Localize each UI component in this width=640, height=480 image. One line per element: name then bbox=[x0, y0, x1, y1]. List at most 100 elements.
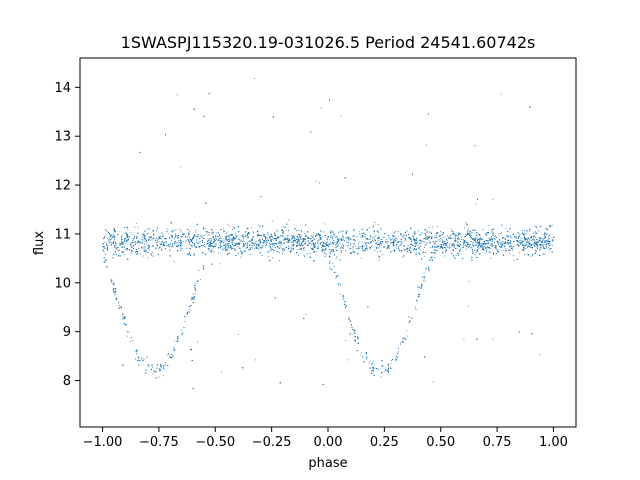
data-point bbox=[192, 293, 194, 295]
data-point bbox=[522, 243, 524, 245]
data-point bbox=[220, 242, 222, 244]
data-point bbox=[378, 259, 380, 261]
data-point bbox=[454, 239, 456, 241]
data-point bbox=[270, 243, 272, 245]
data-point bbox=[456, 234, 458, 236]
data-point bbox=[489, 247, 491, 249]
data-point bbox=[395, 358, 397, 360]
data-point bbox=[202, 244, 204, 246]
data-point bbox=[245, 230, 247, 232]
data-point bbox=[251, 240, 253, 242]
data-point bbox=[226, 223, 228, 225]
data-point bbox=[321, 251, 322, 253]
data-point bbox=[298, 254, 299, 256]
data-point bbox=[534, 225, 536, 227]
data-point bbox=[324, 243, 326, 245]
data-point bbox=[373, 233, 375, 235]
data-point bbox=[438, 245, 440, 247]
data-point bbox=[243, 240, 245, 242]
data-point bbox=[224, 240, 226, 242]
data-point bbox=[413, 249, 414, 251]
data-point bbox=[551, 244, 553, 246]
data-point bbox=[226, 239, 227, 241]
data-point bbox=[228, 253, 230, 255]
data-point bbox=[137, 252, 138, 254]
data-point bbox=[263, 234, 265, 236]
data-point bbox=[378, 236, 380, 238]
data-point bbox=[395, 247, 397, 249]
data-point bbox=[188, 252, 190, 254]
data-point bbox=[377, 240, 379, 241]
data-point bbox=[500, 93, 502, 95]
data-point bbox=[232, 229, 233, 230]
data-point bbox=[476, 241, 478, 243]
data-point bbox=[426, 235, 428, 237]
data-point bbox=[228, 225, 230, 227]
data-point bbox=[114, 245, 116, 247]
data-point bbox=[365, 359, 367, 361]
data-point bbox=[539, 239, 541, 240]
data-point bbox=[195, 229, 197, 231]
data-point bbox=[143, 243, 145, 245]
data-point bbox=[334, 241, 336, 243]
data-point bbox=[508, 249, 510, 251]
data-point bbox=[424, 278, 426, 280]
data-point bbox=[540, 225, 542, 227]
data-point bbox=[511, 249, 513, 251]
data-point bbox=[465, 240, 467, 242]
data-point bbox=[291, 238, 293, 240]
data-point bbox=[418, 286, 420, 288]
data-point bbox=[237, 246, 239, 248]
data-point bbox=[160, 367, 162, 369]
data-point bbox=[411, 251, 412, 253]
data-point bbox=[162, 234, 164, 236]
data-point bbox=[324, 236, 326, 238]
data-point bbox=[237, 333, 239, 335]
data-point bbox=[113, 284, 115, 286]
data-point bbox=[474, 240, 476, 241]
data-point bbox=[337, 240, 338, 242]
data-point bbox=[231, 238, 233, 240]
data-point bbox=[177, 246, 179, 248]
data-point bbox=[167, 244, 169, 246]
data-point bbox=[529, 239, 531, 241]
data-point bbox=[419, 249, 421, 251]
data-point bbox=[320, 243, 322, 245]
data-point bbox=[152, 230, 154, 232]
data-point bbox=[304, 239, 306, 241]
data-point bbox=[475, 203, 477, 205]
data-point bbox=[450, 228, 452, 230]
data-point bbox=[414, 247, 416, 249]
data-point bbox=[484, 245, 486, 247]
data-point bbox=[358, 231, 360, 233]
data-point bbox=[370, 235, 371, 236]
data-point bbox=[178, 241, 180, 243]
data-point bbox=[147, 364, 149, 366]
data-point bbox=[524, 230, 525, 232]
data-point bbox=[262, 247, 264, 249]
data-point bbox=[251, 237, 253, 239]
data-point bbox=[268, 233, 269, 235]
data-point bbox=[243, 251, 245, 253]
data-point bbox=[134, 226, 136, 228]
data-point bbox=[512, 255, 514, 257]
data-point bbox=[542, 245, 544, 247]
data-point bbox=[372, 370, 374, 372]
data-point bbox=[347, 236, 349, 238]
data-point bbox=[522, 244, 524, 246]
data-point bbox=[132, 240, 134, 242]
data-point bbox=[357, 242, 359, 244]
data-point bbox=[536, 244, 537, 245]
data-point bbox=[202, 235, 204, 237]
data-point bbox=[452, 249, 454, 251]
data-point bbox=[447, 246, 448, 248]
data-point bbox=[375, 234, 377, 236]
data-point bbox=[522, 232, 524, 234]
data-point bbox=[103, 246, 105, 248]
data-point bbox=[154, 371, 156, 373]
data-point bbox=[420, 241, 422, 243]
data-point bbox=[122, 243, 124, 245]
data-point bbox=[258, 240, 260, 241]
data-point bbox=[519, 233, 521, 235]
